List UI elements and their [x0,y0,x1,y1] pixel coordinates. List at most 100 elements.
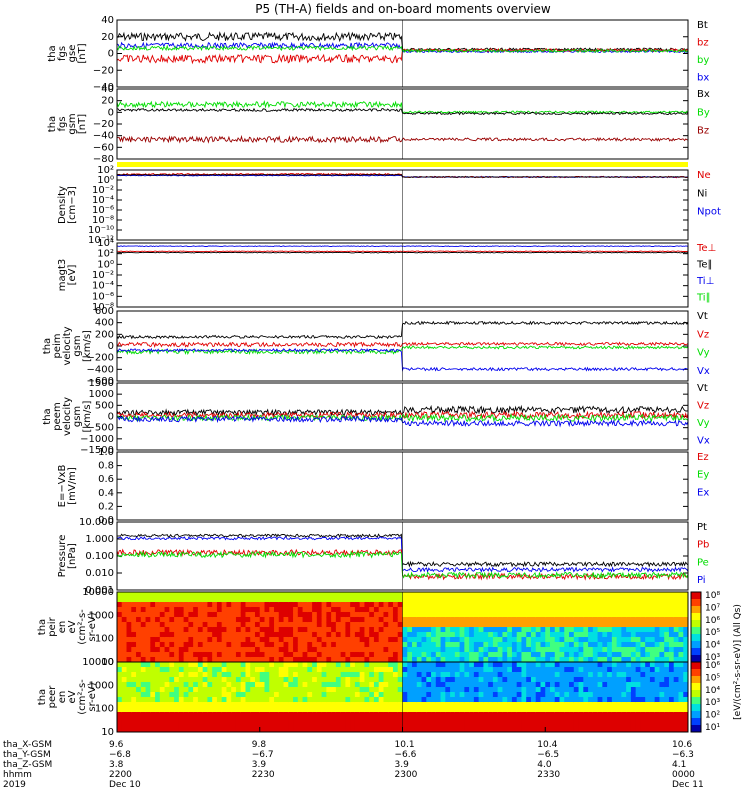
spec-cell [364,687,370,693]
spec-cell [354,592,361,598]
spec-cell [668,712,675,718]
spec-cell [521,672,527,678]
spec-cell [269,592,275,598]
spec-cell [326,627,332,633]
spec-cell [250,672,256,678]
spec-cell [169,722,175,728]
spec-cell [188,617,194,623]
spec-cell [416,627,423,633]
spec-cell [331,682,337,688]
spec-cell [407,687,413,693]
spec-cell [321,637,327,643]
spec-cell [240,727,246,733]
spec-cell [564,592,570,598]
spec-cell [354,627,361,633]
spec-cell [240,707,246,713]
spec-cell [278,647,285,653]
spec-cell [564,622,570,628]
spec-cell [235,682,242,688]
spec-cell [478,707,484,713]
spec-cell [507,627,513,633]
spec-cell [569,697,575,703]
spec-cell [121,702,128,708]
spec-cell [131,702,137,708]
spec-cell [535,667,541,673]
spec-cell [407,602,413,608]
spec-cell [578,717,584,723]
spec-cell [259,652,266,658]
spec-cell [121,662,128,668]
spec-cell [312,722,318,728]
spec-cell [569,602,575,608]
spec-cell [383,667,389,673]
spec-cell [278,682,285,688]
spec-cell [492,642,499,648]
spec-cell [464,677,470,683]
legend-Pi: Pi [697,575,706,586]
spec-cell [307,677,313,683]
spec-cell [526,662,532,668]
spec-cell [683,612,689,618]
spec-cell [145,632,151,638]
spec-cell [250,627,256,633]
spec-cell [573,632,580,638]
spec-cell [183,677,189,683]
spec-cell [573,702,580,708]
spec-cell [264,702,270,708]
spec-cell [269,697,275,703]
spec-cell [645,667,651,673]
spec-cell [616,707,622,713]
spec-cell [511,682,518,688]
spec-cell [207,647,213,653]
spec-cell [283,667,289,673]
spec-cell [431,657,437,663]
spec-cell [283,632,289,638]
spec-cell [421,612,427,618]
spec-cell [416,667,423,673]
spec-cell [383,657,389,663]
spec-cell [117,667,123,673]
spec-cell [592,592,599,598]
spec-cell [226,647,232,653]
spec-cell [254,637,261,643]
spec-cell [573,712,580,718]
spec-cell [564,602,570,608]
spec-cell [202,612,208,618]
spec-cell [359,602,365,608]
spec-cell [369,607,375,613]
spec-cell [202,597,208,603]
spec-cell [683,657,689,663]
spec-cell [668,647,675,653]
spec-cell [611,702,618,708]
spec-cell [131,717,137,723]
spec-cell [259,727,266,733]
spec-cell [183,727,189,733]
xaxis-value: 9.6 [109,740,124,750]
spec-cell [240,652,246,658]
spec-cell [307,702,313,708]
spec-cell [345,707,351,713]
spec-cell [293,702,299,708]
spec-cell [554,662,561,668]
spec-cell [178,602,185,608]
spec-cell [155,632,161,638]
spec-cell [554,632,561,638]
spec-cell [664,592,670,598]
spec-cell [435,722,442,728]
spec-cell [126,667,132,673]
ytick-efield: 0.6 [98,474,114,485]
spec-cell [183,657,189,663]
spec-cell [640,637,646,643]
spec-cell [640,687,646,693]
colorbar-top-cell [691,613,701,621]
spec-cell [569,662,575,668]
spec-cell [516,597,522,603]
spec-cell [597,607,603,613]
spec-cell [155,647,161,653]
spec-cell [378,657,384,663]
ytick-peir: 100 [95,634,114,645]
spec-cell [197,612,204,618]
spec-cell [526,712,532,718]
spec-cell [297,632,304,638]
spec-cell [649,627,656,633]
